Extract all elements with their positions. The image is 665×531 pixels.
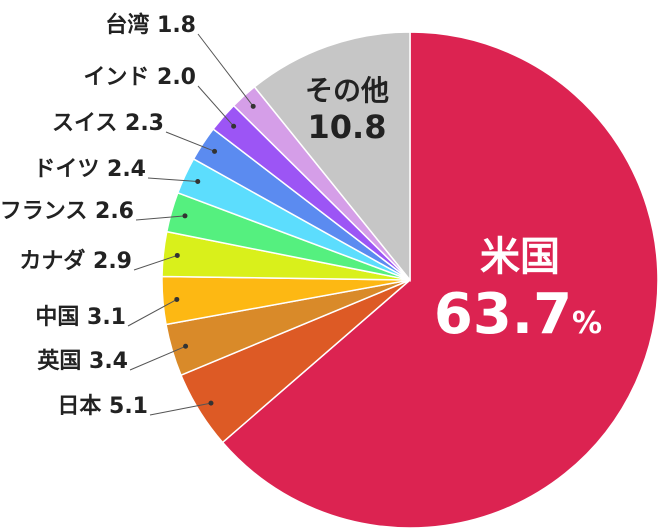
slice-label-other: その他 <box>305 74 389 107</box>
leader-lines <box>127 33 256 416</box>
leader-dot-2 <box>183 343 189 349</box>
slice-value-main: 63.7% <box>434 282 602 347</box>
pie-slice-10 <box>253 31 411 283</box>
leader-dot-3 <box>174 296 180 302</box>
leader-dot-1 <box>208 400 214 406</box>
leader-line-3 <box>127 299 178 327</box>
slice-label-main: 米国 <box>480 234 560 280</box>
slice-label-2: 英国 3.4 <box>37 349 128 374</box>
leader-line-8 <box>197 85 235 127</box>
leader-dot-8 <box>231 123 237 129</box>
leader-line-7 <box>165 131 215 152</box>
leader-dot-5 <box>182 213 188 219</box>
leader-line-6 <box>147 177 198 182</box>
slice-label-6: ドイツ 2.4 <box>33 157 146 182</box>
leader-line-2 <box>129 345 186 371</box>
slice-label-4: カナダ 2.9 <box>19 248 132 274</box>
slice-label-7: スイス 2.3 <box>52 111 164 136</box>
pie-slice-0 <box>221 31 659 529</box>
slice-label-5: フランス 2.6 <box>0 199 134 224</box>
leader-line-4 <box>133 254 178 271</box>
slice-label-3: 中国 3.1 <box>35 305 126 330</box>
slice-label-1: 日本 5.1 <box>57 394 148 419</box>
slice-value-other: 10.8 <box>308 108 387 146</box>
slice-label-8: インド 2.0 <box>83 65 196 90</box>
leader-dot-7 <box>212 148 218 154</box>
slice-label-9: 台湾 1.8 <box>105 12 196 38</box>
leader-dot-4 <box>174 252 180 258</box>
leader-dot-9 <box>250 103 256 109</box>
leader-line-5 <box>135 215 186 221</box>
leader-line-1 <box>149 402 212 416</box>
leader-line-9 <box>197 33 254 107</box>
pie-slices <box>161 31 659 529</box>
leader-dot-6 <box>195 178 201 184</box>
